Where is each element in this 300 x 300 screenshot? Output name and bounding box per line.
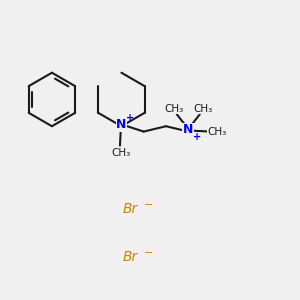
Text: Br: Br	[123, 250, 138, 264]
Text: −: −	[144, 248, 153, 257]
Text: +: +	[193, 132, 201, 142]
Text: +: +	[126, 113, 134, 123]
Text: N: N	[116, 118, 127, 131]
Text: CH₃: CH₃	[164, 104, 183, 114]
Text: Br: Br	[123, 202, 138, 216]
Text: −: −	[144, 200, 153, 210]
Text: CH₃: CH₃	[208, 127, 227, 136]
Text: CH₃: CH₃	[111, 148, 130, 158]
Text: CH₃: CH₃	[193, 104, 212, 114]
Text: N: N	[183, 123, 194, 136]
